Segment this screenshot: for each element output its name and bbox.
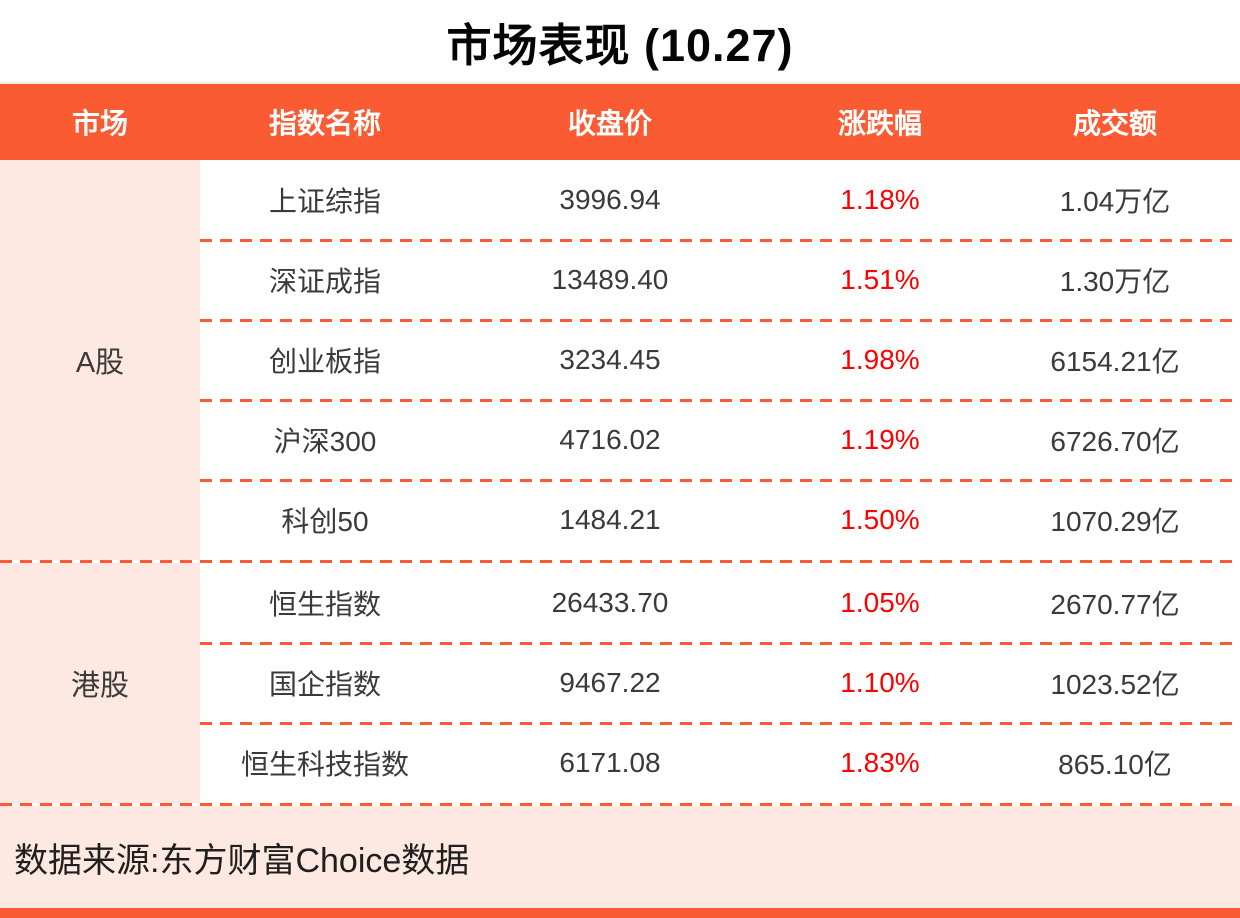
footer: 数据来源:东方财富Choice数据	[0, 806, 1240, 908]
index-name: 深证成指	[268, 266, 381, 297]
turnover: 1.04万亿	[1059, 186, 1171, 217]
change-percent: 1.18%	[840, 184, 920, 215]
index-name: 创业板指	[268, 346, 381, 377]
group-rows: 上证综指 3996.94 1.18% 1.04万亿深证成指 13489.40 1.51% 1…	[200, 160, 1240, 560]
row-dashed-separator	[200, 319, 1240, 322]
column-header: 成交额	[1072, 108, 1157, 139]
row-dashed-separator	[200, 722, 1240, 725]
index-name: 上证综指	[268, 186, 381, 217]
market-group-label: 港股	[0, 563, 200, 803]
change-percent: 1.50%	[840, 504, 920, 535]
close-price: 1484.21	[559, 504, 661, 535]
change-percent: 1.98%	[840, 344, 920, 375]
close-price: 3996.94	[559, 184, 661, 215]
change-percent: 1.05%	[840, 587, 920, 618]
turnover: 1070.29亿	[1050, 506, 1180, 537]
data-source-label: 数据来源:东方财富Choice数据	[14, 841, 470, 880]
index-name: 国企指数	[268, 669, 381, 700]
index-name: 沪深300	[273, 426, 377, 457]
row-dashed-separator	[200, 239, 1240, 242]
row-dashed-separator	[200, 479, 1240, 482]
market-group-label: A股	[0, 160, 200, 560]
table-row: 创业板指 3234.45 1.98% 6154.21亿	[200, 320, 1240, 402]
column-header: 指数名称	[268, 108, 381, 139]
page-title: 市场表现 (10.27)	[446, 19, 794, 71]
table-row: 科创50 1484.21 1.50% 1070.29亿	[200, 480, 1240, 560]
turnover: 6154.21亿	[1050, 346, 1180, 377]
group-dashed-separator	[0, 560, 1240, 563]
table-row: 恒生科技指数 6171.08 1.83% 865.10亿	[200, 723, 1240, 803]
market-group: 港股 恒生指数 26433.70 1.05% 2670.77亿国企指数 9467.22 1.…	[0, 563, 1240, 803]
row-dashed-separator	[200, 399, 1240, 402]
close-price: 4716.02	[559, 424, 661, 455]
close-price: 13489.40	[551, 264, 669, 295]
change-percent: 1.10%	[840, 667, 920, 698]
change-percent: 1.83%	[840, 747, 920, 778]
table-row: 上证综指 3996.94 1.18% 1.04万亿	[200, 160, 1240, 242]
table-row: 国企指数 9467.22 1.10% 1023.52亿	[200, 643, 1240, 725]
turnover: 6726.70亿	[1050, 426, 1180, 457]
table-body: A股 上证综指 3996.94 1.18% 1.04万亿深证成指 13489.40 1.51…	[0, 160, 1240, 806]
table-row: 深证成指 13489.40 1.51% 1.30万亿	[200, 240, 1240, 322]
row-dashed-separator	[200, 642, 1240, 645]
change-percent: 1.19%	[840, 424, 920, 455]
index-name: 恒生指数	[268, 589, 381, 620]
index-name: 恒生科技指数	[240, 749, 409, 780]
close-price: 26433.70	[551, 587, 669, 618]
group-dashed-separator	[0, 803, 1240, 806]
turnover: 2670.77亿	[1050, 589, 1180, 620]
index-name: 科创50	[281, 506, 369, 537]
turnover: 1023.52亿	[1050, 669, 1180, 700]
turnover: 865.10亿	[1058, 749, 1172, 780]
close-price: 6171.08	[559, 747, 661, 778]
table-row: 恒生指数 26433.70 1.05% 2670.77亿	[200, 563, 1240, 645]
table-row: 沪深300 4716.02 1.19% 6726.70亿	[200, 400, 1240, 482]
close-price: 9467.22	[559, 667, 661, 698]
table-header-row: 市场 指数名称 收盘价 涨跌幅 成交额	[0, 82, 1240, 160]
market-group: A股 上证综指 3996.94 1.18% 1.04万亿深证成指 13489.40 1.51…	[0, 160, 1240, 560]
column-header: 收盘价	[567, 108, 652, 139]
bottom-accent-bar	[0, 908, 1240, 918]
column-header: 涨跌幅	[837, 108, 922, 139]
close-price: 3234.45	[559, 344, 661, 375]
change-percent: 1.51%	[840, 264, 920, 295]
group-rows: 恒生指数 26433.70 1.05% 2670.77亿国企指数 9467.22 1.10…	[200, 563, 1240, 803]
turnover: 1.30万亿	[1059, 266, 1171, 297]
column-header: 市场	[71, 108, 128, 139]
